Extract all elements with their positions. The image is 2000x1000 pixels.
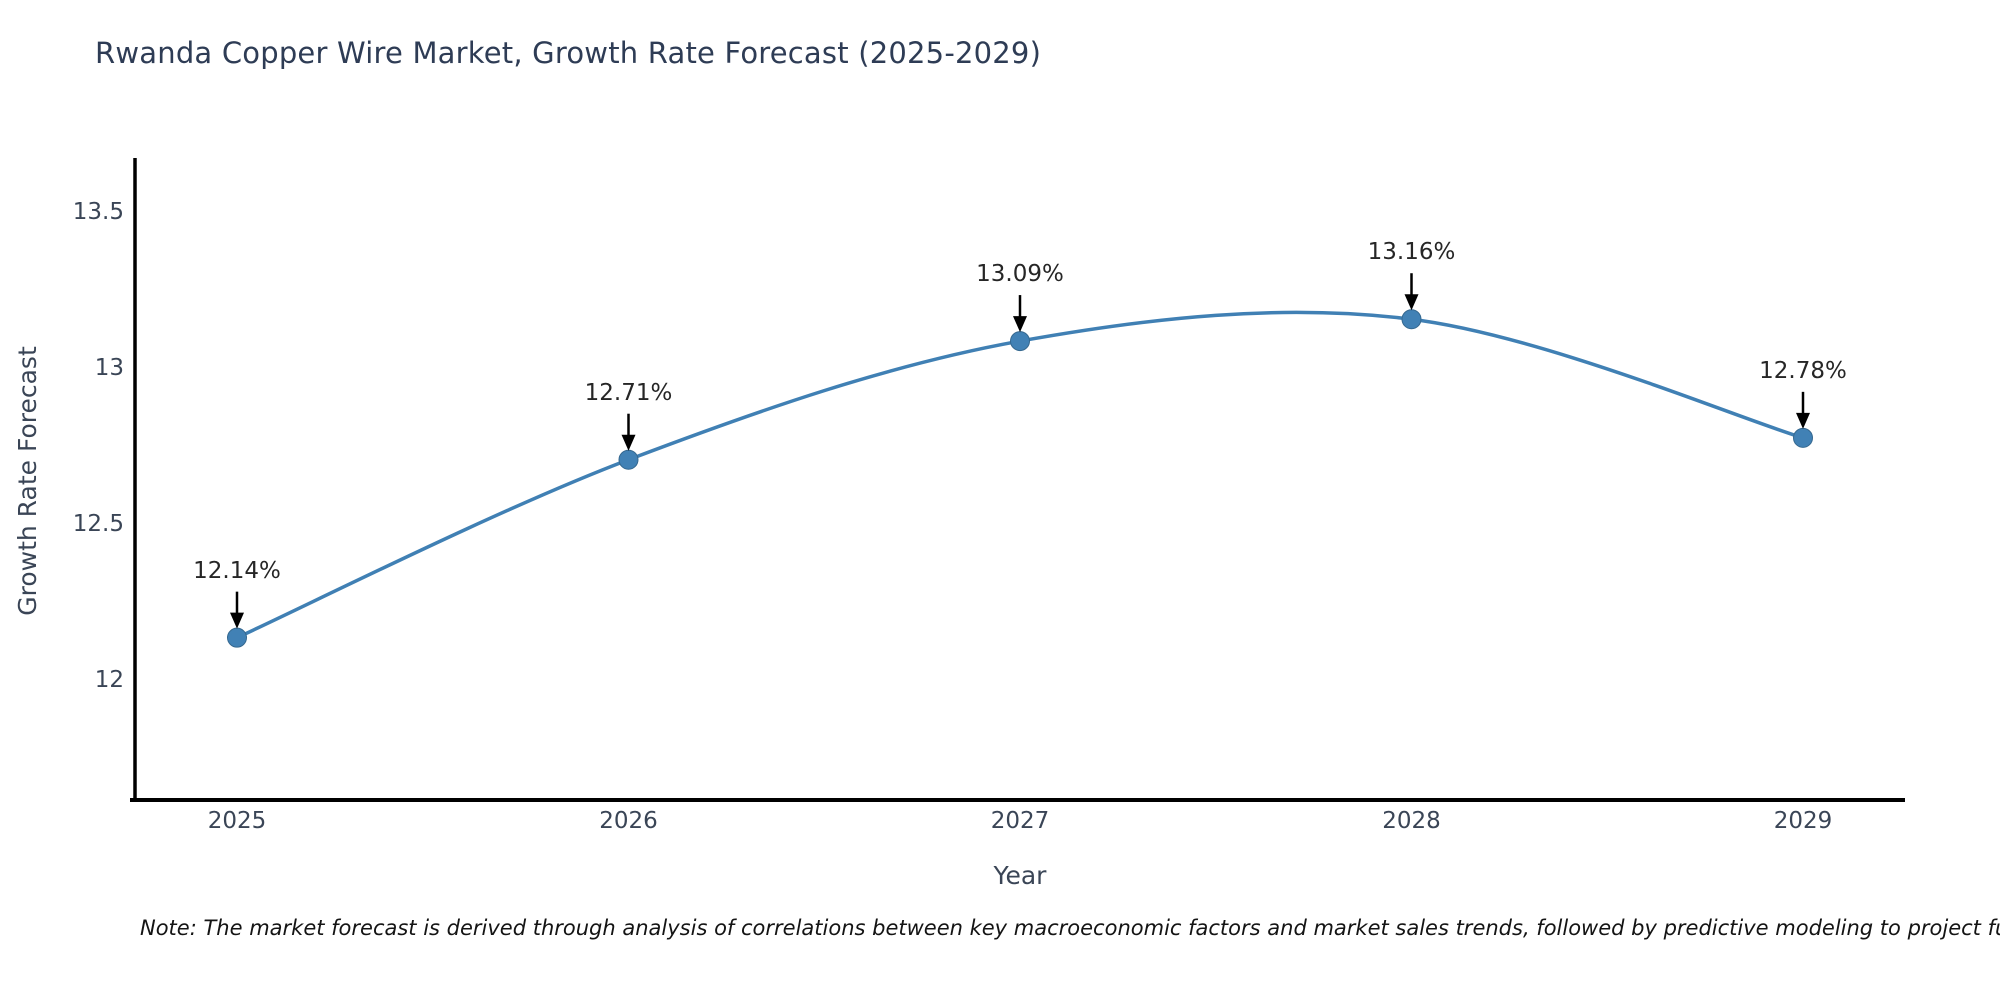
x-tick-label: 2025 (207, 808, 267, 834)
footnote: Note: The market forecast is derived thr… (140, 916, 2000, 940)
x-tick-label: 2026 (599, 808, 658, 834)
x-tick-label: 2027 (990, 808, 1050, 834)
x-tick-label: 2029 (1773, 808, 1833, 834)
data-point-marker (618, 449, 639, 470)
point-annotation: 12.78% (1759, 357, 1847, 384)
data-point-marker (227, 627, 247, 648)
y-tick-label: 13 (94, 355, 124, 382)
data-point-marker (1401, 309, 1422, 330)
annotation-arrow-head (1796, 412, 1810, 429)
x-tick-label: 2028 (1382, 808, 1441, 834)
y-tick-label: 13.5 (72, 199, 124, 226)
annotation-arrow-head (1013, 316, 1027, 333)
point-annotation: 12.14% (193, 557, 281, 584)
y-tick-label: 12.5 (72, 511, 124, 538)
annotation-arrow-head (621, 434, 636, 451)
data-point-marker (1793, 427, 1813, 448)
annotation-arrow-head (230, 612, 244, 629)
chart-title: Rwanda Copper Wire Market, Growth Rate F… (95, 36, 1042, 70)
data-point-marker (1010, 331, 1030, 352)
x-axis-label: Year (993, 861, 1047, 890)
y-tick-label: 12 (94, 667, 124, 694)
annotation-arrow-head (1404, 294, 1419, 311)
point-annotation: 13.16% (1367, 239, 1456, 266)
line-series (235, 310, 1805, 640)
point-annotation: 13.09% (976, 261, 1064, 288)
point-annotation: 12.71% (584, 379, 673, 406)
